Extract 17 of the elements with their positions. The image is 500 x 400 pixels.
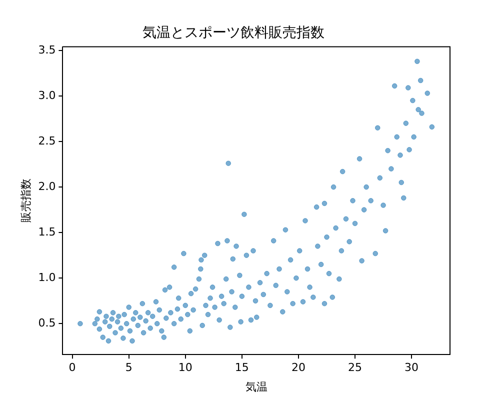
x-tick-label: 15	[234, 361, 249, 374]
y-tick-label: 0.5	[38, 316, 56, 330]
x-tick-label: 25	[348, 361, 362, 374]
x-axis-title: 気温	[245, 380, 268, 394]
x-tick-label: 0	[68, 361, 76, 374]
x-tick-label: 5	[125, 361, 132, 374]
chart-title: 気温とスポーツ飲料販売指数	[142, 25, 324, 42]
y-tick-label: 3.5	[38, 43, 56, 56]
y-tick-label: 2.5	[38, 134, 56, 148]
y-tick-label: 3.0	[38, 88, 56, 102]
x-tick-label: 10	[178, 361, 192, 374]
y-tick-label: 1.5	[38, 225, 56, 238]
y-axis-title: 販売指数	[19, 178, 32, 223]
y-tick-label: 2.0	[38, 180, 56, 193]
x-tick-label: 20	[291, 361, 306, 374]
x-tick-label: 30	[404, 361, 419, 374]
y-tick-label: 1.0	[38, 270, 56, 284]
